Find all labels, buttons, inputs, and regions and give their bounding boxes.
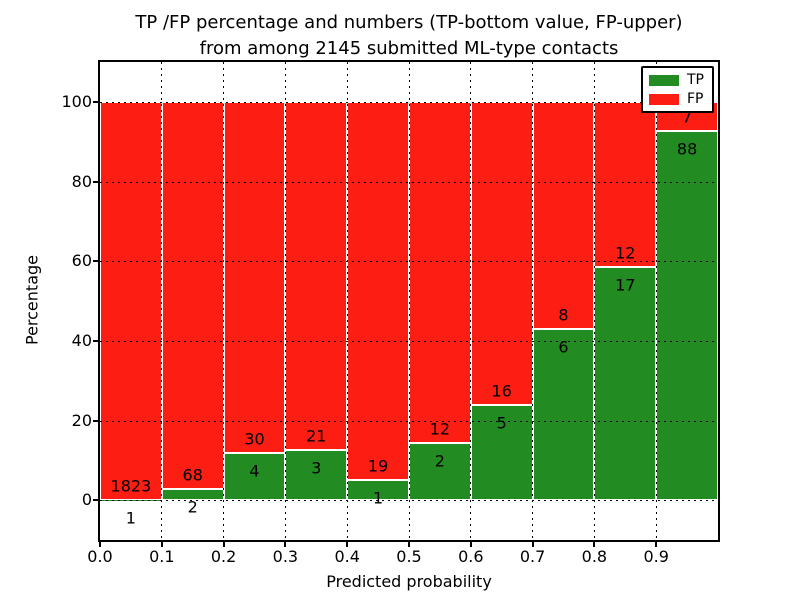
x-tickmark [222,542,225,547]
x-tick-label: 0.8 [581,547,608,566]
fp-count-label: 8 [558,305,569,325]
tp-count-label: 3 [311,458,322,478]
x-tickmark [346,542,349,547]
chart-title-line1: TP /FP percentage and numbers (TP-bottom… [135,12,683,33]
horizontal-gridline [100,101,718,103]
legend: TP FP [641,66,714,113]
y-tickmark [93,260,98,263]
y-tickmark [93,499,98,502]
x-tickmark [284,542,287,547]
y-tick-label: 0 [81,490,92,510]
y-tick-label: 20 [71,410,92,430]
fp-count-label: 1823 [110,476,152,496]
vertical-gridline [408,62,410,540]
tp-count-label: 5 [496,413,507,433]
fp-count-label: 30 [244,429,265,449]
legend-item-fp: FP [649,92,704,106]
vertical-gridline [284,62,287,540]
fp-bar [347,101,409,481]
tp-bar [409,443,471,501]
fp-count-label: 19 [367,456,389,476]
y-tick-label: 100 [61,91,92,111]
fp-count-label: 12 [429,419,451,439]
tp-count-label: 2 [434,451,445,471]
vertical-gridline [160,62,163,540]
fp-bar [409,101,471,444]
horizontal-gridline [100,181,718,183]
x-tick-label: 0.6 [458,547,484,566]
y-tickmark [93,180,98,183]
x-tickmark [655,542,658,547]
horizontal-gridline [100,500,718,502]
x-tick-label: 0.9 [643,547,669,566]
legend-item-tp: TP [649,73,704,87]
fp-legend-swatch [649,93,679,105]
x-tick-label: 0.3 [272,547,299,566]
vertical-gridline [655,62,658,540]
x-tickmark [593,542,596,547]
y-tick-label: 40 [71,330,92,350]
x-axis-label: Predicted probability [326,572,492,591]
fp-count-label: 21 [306,426,327,446]
y-tickmark [93,339,98,342]
y-tickmark [93,419,98,422]
x-tick-label: 0.7 [519,547,546,566]
tp-bar [532,329,595,501]
x-tick-label: 0.5 [396,547,422,566]
y-tickmark [93,100,98,103]
tp-count-label: 6 [558,337,569,357]
y-tick-label: 80 [71,171,92,191]
tp-bar [594,266,657,501]
tp-count-label: 17 [615,275,636,295]
tp-count-label: 2 [187,497,198,517]
x-tickmark [469,542,472,547]
tp-count-label: 1 [125,508,136,528]
fp-count-label: 7 [682,107,693,127]
legend-label-fp: FP [687,91,704,107]
legend-label-tp: TP [687,72,704,88]
fp-bar [285,101,348,451]
horizontal-gridline [100,420,718,422]
fp-bar [161,101,224,489]
vertical-gridline [222,62,225,540]
x-tick-label: 0.4 [334,547,360,566]
fp-count-label: 12 [615,243,636,263]
plot-area: TP FP 1823 1 68 2 30 4 21 3 19 1 12 2 16 5 8 6 12 17 7 88 [98,60,720,542]
horizontal-gridline [100,261,718,263]
vertical-gridline [593,62,596,540]
vertical-gridline [469,62,472,540]
tp-legend-swatch [649,74,679,86]
chart-title: TP /FP percentage and numbers (TP-bottom… [100,10,718,62]
x-tickmark [408,542,410,547]
x-tick-label: 0.1 [149,547,175,566]
x-tickmark [99,542,101,547]
fp-count-label: 68 [182,465,203,485]
fp-bar [470,101,533,406]
tp-count-label: 4 [249,461,260,481]
x-tick-label: 0.0 [87,547,113,566]
horizontal-gridline [100,340,718,342]
x-tickmark [160,542,163,547]
tp-count-label: 88 [676,139,698,159]
vertical-gridline [346,62,349,540]
y-axis-label: Percentage [22,254,42,346]
fp-bar [100,101,162,500]
fp-bar [594,101,657,267]
x-tick-label: 0.2 [210,547,237,566]
fp-bar [532,101,595,330]
y-tick-label: 60 [71,251,92,271]
fp-count-label: 16 [491,381,512,401]
x-tickmark [531,542,534,547]
tp-count-label: 1 [373,488,384,508]
tp-bar [656,131,718,501]
vertical-gridline [531,62,534,540]
fp-bar [223,101,286,454]
chart-title-line2: from among 2145 submitted ML-type contac… [199,38,619,59]
